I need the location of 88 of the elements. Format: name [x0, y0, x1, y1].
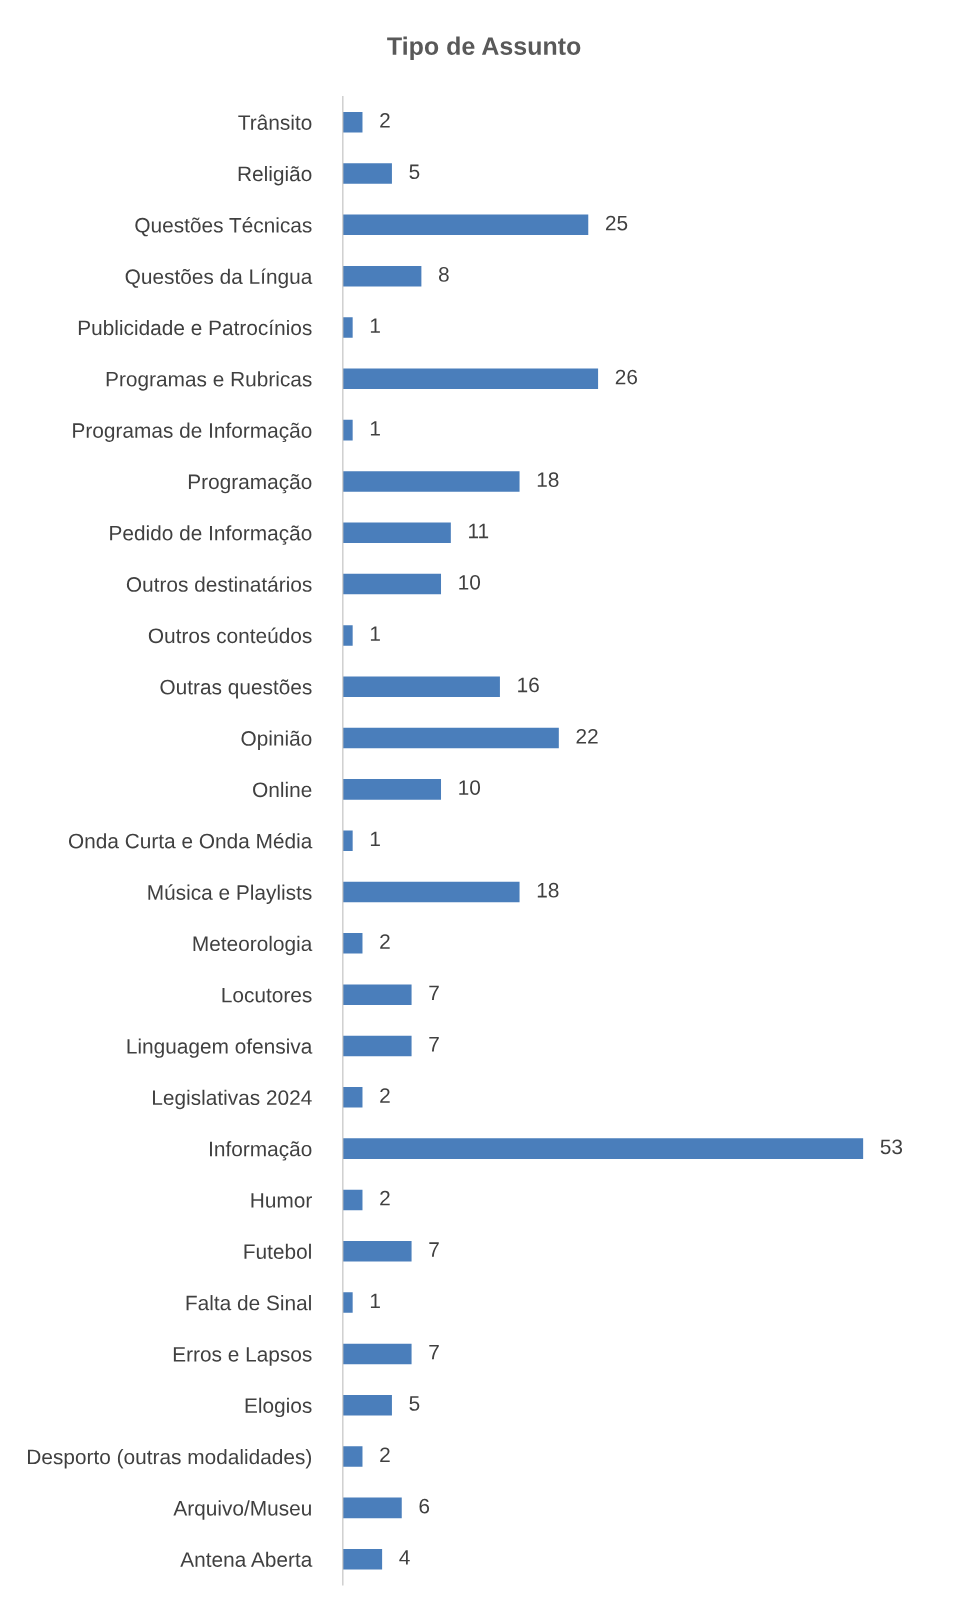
y-tick-label: Outras questões [160, 679, 312, 699]
bar [342, 727, 559, 749]
data-label: 11 [469, 523, 489, 539]
bar [342, 1548, 383, 1570]
bar [342, 111, 363, 133]
bar [342, 1446, 363, 1467]
y-tick-label: Legislativas 2024 [153, 1089, 312, 1110]
y-tick-label: Outros destinatários [126, 576, 312, 592]
y-tick-label: Onda Curta e Onda Média [68, 832, 313, 849]
data-label: 6 [419, 1498, 430, 1514]
data-label: 1 [370, 421, 380, 436]
data-label: 26 [615, 369, 638, 385]
y-tick-label: Antena Aberta [180, 1551, 313, 1567]
data-label: 7 [429, 1344, 439, 1360]
data-label: 4 [399, 1550, 410, 1565]
data-label: 2 [380, 1190, 390, 1206]
bar [342, 881, 520, 903]
y-tick-label: Falta de Sinal [186, 1295, 311, 1311]
bar [342, 984, 412, 1005]
bar [342, 779, 442, 800]
y-tick-label: Outros conteúdos [148, 627, 312, 644]
y-tick-label: Linguagem ofensiva [127, 1038, 313, 1058]
bar [342, 317, 353, 338]
y-tick-label: Programas e Rubricas [106, 371, 312, 391]
bar [342, 1087, 363, 1108]
y-tick-label: Música e Playlists [148, 884, 312, 905]
bar [342, 933, 363, 954]
bar [342, 1292, 353, 1313]
bar [342, 1189, 363, 1211]
data-label: 1 [370, 626, 380, 641]
data-label: 10 [459, 780, 481, 795]
bar [342, 573, 442, 595]
y-tick-label: Questões da Língua [125, 268, 313, 289]
y-tick-label: Arquivo/Museu [173, 1500, 311, 1520]
bar [342, 1497, 402, 1519]
data-label: 2 [380, 1088, 390, 1103]
data-label: 7 [429, 985, 439, 1001]
data-label: 18 [537, 882, 559, 898]
bar [342, 265, 422, 287]
data-label: 1 [370, 831, 380, 847]
data-label: 8 [438, 267, 449, 282]
y-tick-label: Locutores [222, 987, 312, 1003]
bar [342, 163, 392, 184]
bar [342, 1138, 864, 1159]
y-tick-label: Programas de Informação [73, 422, 312, 443]
data-label: 7 [429, 1242, 439, 1257]
data-label: 16 [518, 677, 539, 693]
bar [342, 471, 520, 492]
y-tick-label: Meteorologia [193, 935, 313, 956]
bar [342, 830, 353, 851]
bar [342, 522, 451, 544]
data-label: 1 [370, 318, 380, 333]
data-label: 25 [605, 215, 628, 231]
bar [342, 676, 500, 697]
y-tick-label: Humor [251, 1193, 312, 1208]
bar [342, 368, 599, 390]
bar [342, 625, 353, 646]
y-tick-label: Questões Técnicas [135, 217, 312, 237]
y-tick-label: Futebol [244, 1243, 311, 1260]
data-label: 2 [380, 934, 390, 949]
y-tick-label: Erros e Lapsos [173, 1347, 312, 1366]
y-tick-label: Religião [238, 165, 312, 186]
data-label: 2 [380, 1447, 390, 1462]
data-label: 7 [429, 1037, 439, 1052]
data-label: 18 [537, 472, 559, 488]
y-tick-label: Desporto (outras modalidades) [28, 1449, 312, 1469]
data-label: 1 [370, 1293, 380, 1308]
bar [342, 1241, 412, 1262]
y-tick-label: Publicidade e Patrocínios [78, 319, 312, 336]
data-label: 53 [880, 1139, 903, 1155]
bar [342, 214, 589, 236]
y-tick-label: Informação [210, 1141, 312, 1161]
bar [342, 1035, 412, 1057]
data-label: 22 [576, 728, 598, 744]
data-label: 5 [409, 164, 420, 180]
y-tick-label: Pedido de Informação [110, 525, 312, 545]
data-label: 5 [409, 1396, 420, 1411]
chart-title: Tipo de Assunto [387, 36, 581, 60]
y-tick-label: Opinião [241, 730, 312, 750]
y-tick-label: Elogios [245, 1397, 312, 1418]
data-label: 2 [380, 113, 390, 128]
y-tick-label: Programação [188, 474, 312, 494]
bar [342, 1343, 412, 1365]
bar [342, 419, 353, 441]
y-tick-label: Online [253, 781, 312, 798]
y-tick-label: Trânsito [238, 114, 312, 130]
data-label: 10 [459, 574, 481, 590]
bar [342, 1394, 392, 1416]
